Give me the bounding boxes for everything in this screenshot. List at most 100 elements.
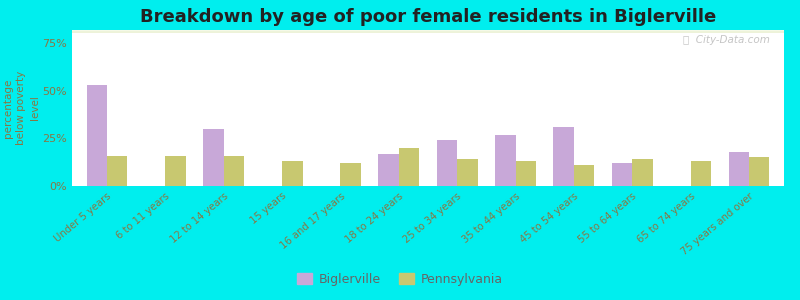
Bar [72,31,784,32]
Bar [72,30,784,32]
Title: Breakdown by age of poor female residents in Biglerville: Breakdown by age of poor female resident… [140,8,716,26]
Bar [72,30,784,32]
Bar [72,31,784,33]
Bar [72,30,784,32]
Bar [72,32,784,33]
Bar [72,31,784,32]
Bar [72,32,784,33]
Bar [72,31,784,33]
Bar [612,163,632,186]
Bar [72,31,784,33]
Bar [72,31,784,33]
Bar [224,156,244,186]
Bar [72,31,784,32]
Bar [72,31,784,32]
Bar [72,31,784,33]
Bar [72,31,784,32]
Bar [72,31,784,32]
Bar [72,31,784,32]
Bar [72,31,784,32]
Bar [72,31,784,33]
Bar [72,31,784,33]
Bar [72,32,784,33]
Bar [554,127,574,186]
Bar [203,129,224,186]
Bar [690,161,711,186]
Bar [72,30,784,31]
Bar [72,30,784,32]
Bar [72,31,784,33]
Bar [72,30,784,31]
Bar [72,31,784,32]
Bar [72,30,784,32]
Bar [72,31,784,32]
Bar [72,31,784,32]
Bar [72,30,784,32]
Bar [72,30,784,32]
Bar [72,31,784,32]
Bar [72,30,784,32]
Bar [72,31,784,32]
Bar [72,31,784,32]
Bar [378,154,399,186]
Bar [72,32,784,33]
Bar [437,140,457,186]
Bar [72,31,784,32]
Bar [72,31,784,32]
Bar [72,31,784,33]
Bar [399,148,419,186]
Bar [72,31,784,33]
Bar [72,30,784,32]
Bar [72,31,784,33]
Bar [72,31,784,33]
Bar [72,31,784,32]
Bar [574,165,594,186]
Bar [72,32,784,33]
Bar [72,31,784,32]
Bar [72,31,784,33]
Bar [72,32,784,33]
Bar [72,30,784,32]
Bar [341,163,361,186]
Bar [72,31,784,32]
Bar [72,31,784,32]
Bar [72,30,784,31]
Bar [72,31,784,32]
Bar [72,31,784,33]
Bar [72,30,784,32]
Text: ⓘ  City-Data.com: ⓘ City-Data.com [683,35,770,45]
Bar [72,31,784,33]
Bar [72,32,784,33]
Y-axis label: percentage
below poverty
level: percentage below poverty level [3,71,40,145]
Bar [72,31,784,33]
Bar [72,30,784,32]
Bar [166,156,186,186]
Bar [72,31,784,33]
Bar [72,30,784,32]
Bar [86,85,107,186]
Bar [72,30,784,31]
Bar [72,31,784,32]
Bar [72,30,784,32]
Bar [515,161,536,186]
Bar [72,31,784,33]
Bar [282,161,302,186]
Bar [72,32,784,33]
Bar [72,30,784,31]
Bar [72,31,784,33]
Bar [72,31,784,32]
Bar [72,31,784,32]
Bar [72,32,784,33]
Bar [72,31,784,32]
Bar [72,31,784,32]
Bar [457,159,478,186]
Bar [72,30,784,32]
Bar [72,31,784,32]
Bar [72,30,784,32]
Bar [72,31,784,33]
Legend: Biglerville, Pennsylvania: Biglerville, Pennsylvania [292,268,508,291]
Bar [72,31,784,32]
Bar [72,31,784,32]
Bar [72,31,784,32]
Bar [72,31,784,32]
